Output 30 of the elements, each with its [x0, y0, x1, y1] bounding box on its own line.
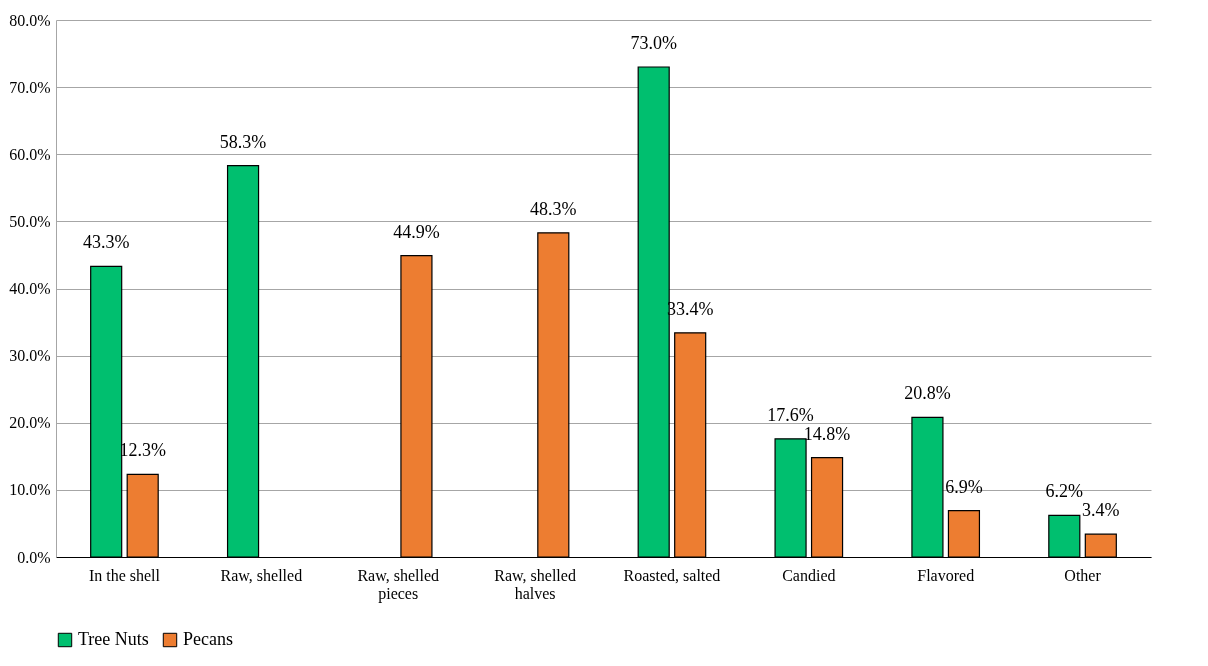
data-label: 14.8%: [803, 423, 851, 444]
data-label: 20.8%: [904, 383, 951, 404]
y-tick-label: 0.0%: [17, 548, 51, 566]
y-tick-label: 30.0%: [9, 347, 51, 365]
data-label: 6.9%: [945, 476, 983, 497]
legend-label: Tree Nuts: [78, 629, 149, 649]
data-label: 17.6%: [767, 404, 814, 425]
x-tick-label: Raw, shelled pieces: [357, 566, 439, 603]
y-tick-label: 20.0%: [9, 414, 51, 432]
data-label: 48.3%: [530, 198, 577, 219]
data-label: 43.3%: [82, 232, 130, 253]
y-tick-label: 40.0%: [9, 280, 51, 297]
data-label: 58.3%: [219, 131, 267, 152]
data-label: 6.2%: [1045, 481, 1084, 502]
x-tick-label: Raw, shelled halves: [494, 566, 576, 602]
x-tick-label: Other: [1064, 566, 1102, 584]
x-tick-label: Roasted, salted: [623, 566, 721, 584]
y-tick-label: 50.0%: [9, 212, 51, 230]
data-label: 3.4%: [1082, 500, 1120, 521]
y-tick-label: 60.0%: [9, 145, 51, 163]
x-tick-label: Candied: [782, 566, 836, 584]
data-label: 44.9%: [393, 221, 440, 242]
y-tick-label: 10.0%: [9, 481, 51, 499]
x-tick-label: Flavored: [917, 566, 975, 584]
y-tick-label: 70.0%: [9, 78, 51, 96]
x-tick-label: In the shell: [88, 566, 161, 584]
x-tick-label: Raw, shelled: [220, 566, 303, 584]
legend-label: Pecans: [183, 629, 233, 649]
data-label: 73.0%: [630, 32, 677, 53]
y-tick-label: 80.0%: [9, 11, 51, 29]
